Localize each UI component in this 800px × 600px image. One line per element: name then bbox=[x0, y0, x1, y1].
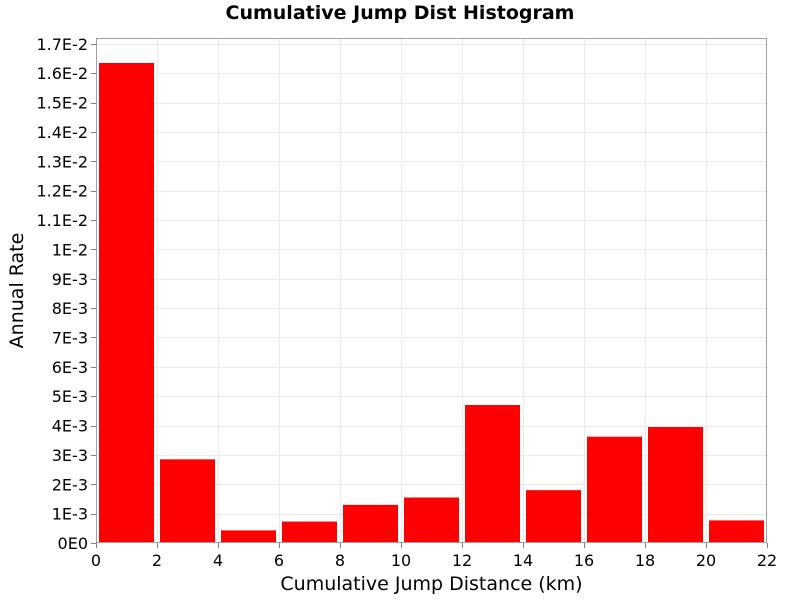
grid-layer bbox=[96, 38, 767, 543]
x-tick-label: 8 bbox=[335, 551, 345, 570]
y-tick-label: 1.5E-2 bbox=[36, 94, 88, 113]
y-tick-label: 4E-3 bbox=[52, 417, 88, 436]
x-axis: 0 2 4 6 8 10 12 14 16 18 20 22 bbox=[91, 543, 777, 570]
y-tick-label: 2E-3 bbox=[52, 475, 88, 494]
histogram-bar bbox=[160, 459, 215, 543]
chart-title: Cumulative Jump Dist Histogram bbox=[225, 2, 575, 24]
y-tick-label: 1.1E-2 bbox=[36, 211, 88, 230]
x-axis-title: Cumulative Jump Distance (km) bbox=[280, 573, 582, 595]
histogram-bar bbox=[709, 520, 764, 543]
y-tick-label: 6E-3 bbox=[52, 358, 88, 377]
histogram-bar bbox=[465, 405, 520, 543]
x-tick-label: 6 bbox=[274, 551, 284, 570]
y-tick-label: 0E0 bbox=[58, 534, 88, 553]
x-tick-label: 14 bbox=[513, 551, 533, 570]
x-tick-label: 22 bbox=[757, 551, 777, 570]
y-axis-title: Annual Rate bbox=[6, 233, 28, 349]
x-tick-label: 2 bbox=[152, 551, 162, 570]
y-tick-label: 7E-3 bbox=[52, 328, 88, 347]
plot-frame bbox=[96, 38, 767, 543]
x-tick-label: 10 bbox=[391, 551, 411, 570]
y-tick-label: 1.2E-2 bbox=[36, 182, 88, 201]
y-tick-label: 5E-3 bbox=[52, 387, 88, 406]
x-tick-label: 20 bbox=[696, 551, 716, 570]
x-tick-label: 0 bbox=[91, 551, 101, 570]
y-tick-label: 3E-3 bbox=[52, 446, 88, 465]
y-tick-label: 1.7E-2 bbox=[36, 35, 88, 54]
y-axis: 0E0 1E-3 2E-3 3E-3 4E-3 5E-3 6E-3 7E-3 8E-3 9E-3 1… bbox=[36, 35, 96, 553]
histogram-bar bbox=[648, 427, 703, 543]
histogram-bar bbox=[99, 62, 154, 544]
histogram-bar bbox=[343, 504, 398, 543]
histogram-bar bbox=[282, 521, 337, 543]
y-tick-label: 1.4E-2 bbox=[36, 123, 88, 142]
histogram-bar bbox=[404, 497, 459, 543]
y-tick-label: 1.3E-2 bbox=[36, 152, 88, 171]
y-tick-label: 1.6E-2 bbox=[36, 64, 88, 83]
x-tick-label: 18 bbox=[635, 551, 655, 570]
y-tick-label: 9E-3 bbox=[52, 270, 88, 289]
y-tick-label: 1E-2 bbox=[52, 240, 88, 259]
x-tick-label: 16 bbox=[574, 551, 594, 570]
histogram-bar bbox=[526, 490, 581, 543]
y-tick-label: 1E-3 bbox=[52, 505, 88, 524]
histogram-bar bbox=[587, 436, 642, 543]
y-tick-label: 8E-3 bbox=[52, 299, 88, 318]
bars-layer bbox=[99, 62, 764, 544]
x-tick-label: 12 bbox=[452, 551, 472, 570]
histogram-bar bbox=[221, 530, 276, 543]
x-tick-label: 4 bbox=[213, 551, 223, 570]
